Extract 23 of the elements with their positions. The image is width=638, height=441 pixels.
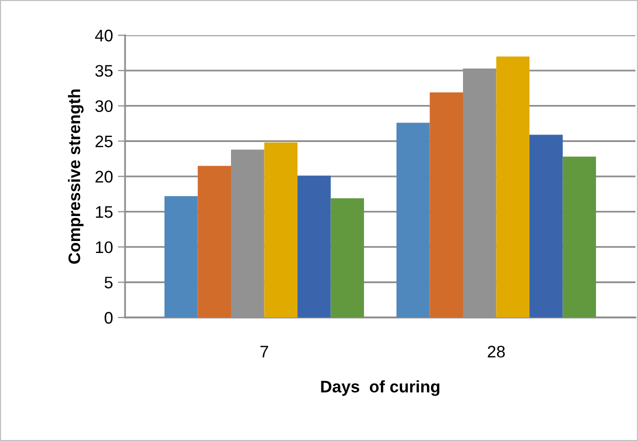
y-tick-label: 40 — [95, 30, 113, 42]
bar — [164, 196, 198, 318]
bar — [264, 142, 298, 318]
y-tick-label: 25 — [96, 136, 113, 148]
x-tick-label: 28 — [488, 346, 505, 358]
bar — [298, 176, 331, 318]
y-tick-label: 10 — [96, 241, 113, 254]
y-tick-label: 0 — [104, 312, 113, 324]
y-tick-label: 20 — [96, 170, 113, 183]
bar — [562, 156, 596, 318]
y-tick-label: 35 — [95, 64, 113, 77]
bar — [396, 122, 430, 318]
bar — [430, 92, 463, 318]
y-tick-label: 5 — [104, 276, 113, 288]
x-axis-title: Days of curing — [321, 380, 440, 396]
bar — [496, 56, 530, 318]
bar — [530, 134, 563, 318]
x-tick-label: 7 — [260, 346, 268, 358]
bar — [198, 166, 231, 318]
y-axis-title: Compressive strength — [68, 89, 84, 264]
y-tick-label: 15 — [96, 206, 113, 218]
y-tick-label: 30 — [95, 100, 113, 112]
bar — [330, 198, 364, 318]
